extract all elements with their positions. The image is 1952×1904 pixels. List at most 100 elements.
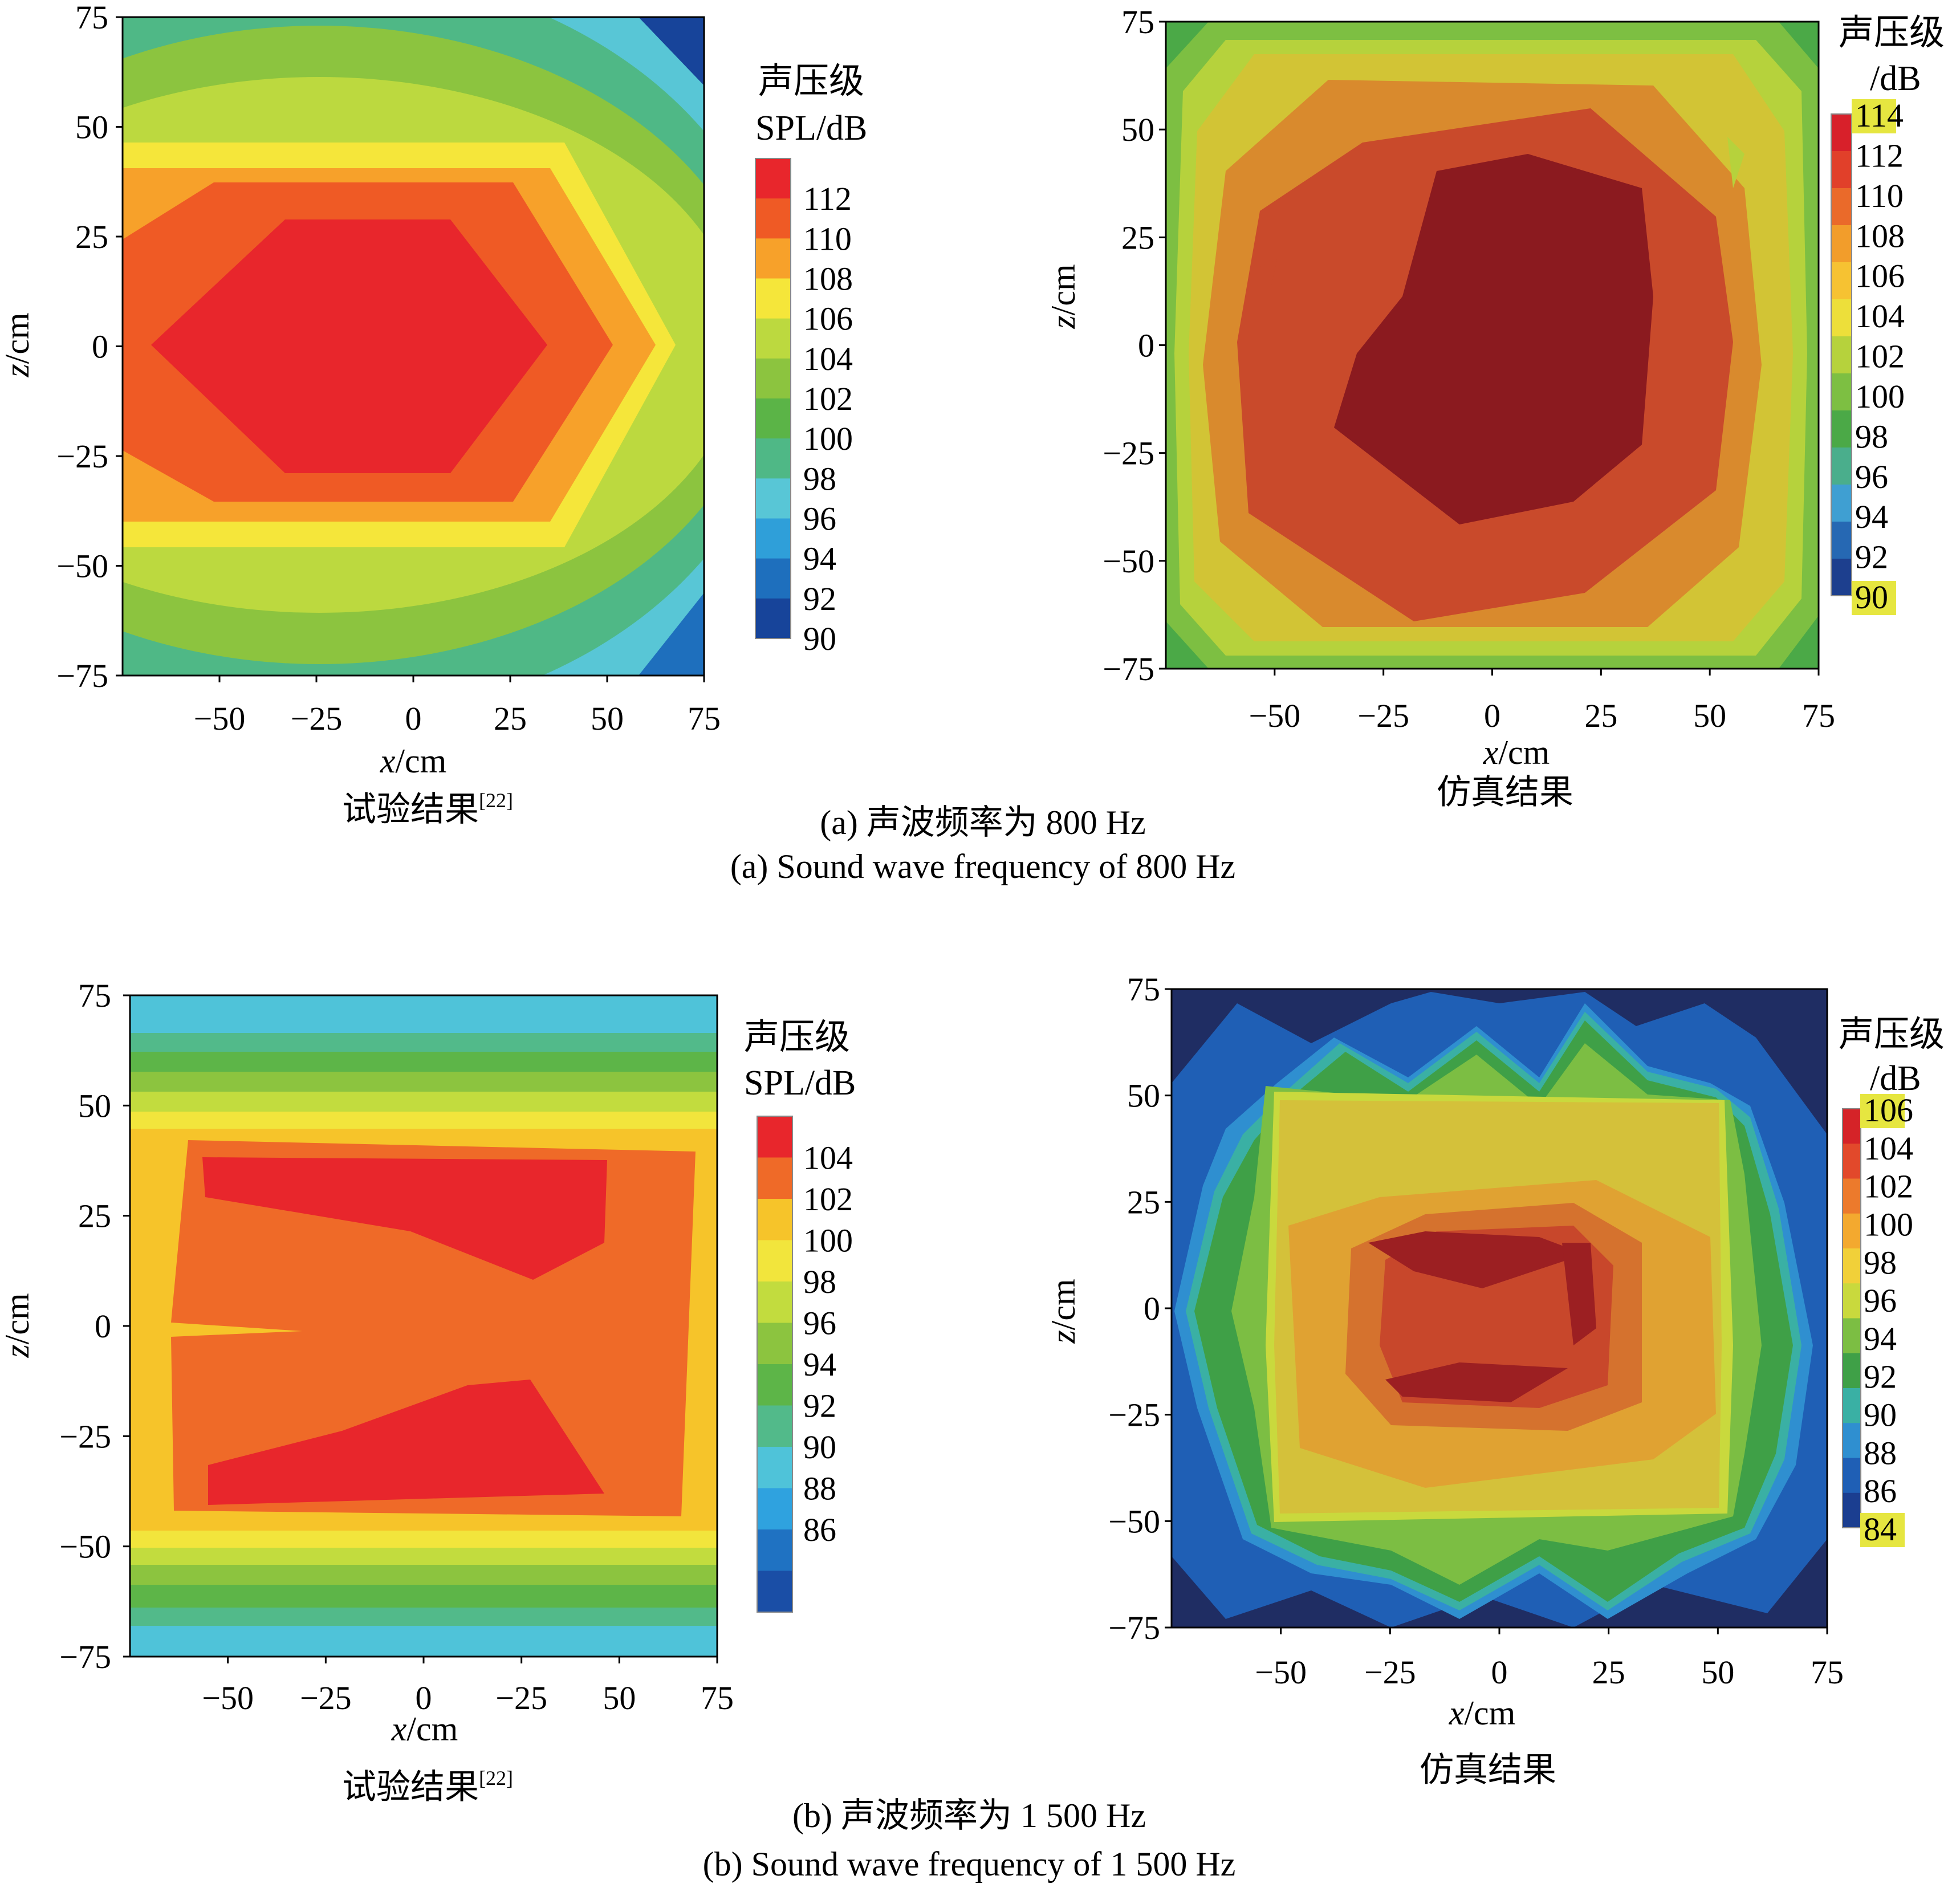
colorbar-swatch [757,1281,792,1323]
colorbar-swatch [1831,559,1852,596]
colorbar-swatch [755,238,791,279]
heatmap-b-left-field [130,995,717,1657]
panel-subtitle: 仿真结果 [1420,1751,1556,1789]
x-tick-label: −50 [194,700,246,737]
colorbar-frame [1831,113,1852,596]
colorbar-label: 94 [1864,1320,1897,1357]
colorbar-label: 100 [1864,1206,1913,1243]
colorbar-title-cn: 声压级 [1839,1015,1945,1054]
peak-upper [202,1157,607,1280]
colorbar-swatch [1831,373,1852,411]
colorbar-label: 108 [803,261,853,298]
colorbar-swatch [757,1405,792,1447]
caption-a-cn: (a) 声波频率为 800 Hz [820,804,1146,841]
colorbar-swatch [757,1447,792,1488]
colorbar-label: 94 [1855,498,1888,535]
colorbar-label: 110 [803,220,852,257]
x-tick-label: −50 [1255,1654,1307,1691]
x-tick-label: 50 [1701,1654,1734,1691]
colorbar-title-unit: SPL/dB [744,1064,856,1102]
x-tick-label: 75 [1802,697,1835,734]
colorbar-label: 94 [803,1346,836,1383]
colorbar-label: 98 [1864,1244,1897,1281]
colorbar-highlight [1860,1513,1905,1547]
colorbar-swatch [757,1323,792,1365]
colorbar-label: 104 [1864,1130,1913,1167]
colorbar-label: 90 [1855,579,1888,616]
colorbar-label: 100 [803,1222,853,1259]
heatmap-a-left-field [123,17,704,676]
colorbar-label: 98 [1855,418,1888,455]
colorbar-swatch [1843,1458,1861,1494]
colorbar-frame [755,158,791,639]
colorbar-label: 96 [803,1305,836,1342]
x-axis-label: x/cm [391,1710,458,1748]
y-tick-label: −75 [59,1638,111,1675]
colorbar-swatch [757,1364,792,1406]
colorbar-swatch [1831,485,1852,522]
colorbar-label: 98 [803,460,836,497]
colorbar-swatch [757,1240,792,1282]
y-tick-label: 50 [78,1087,111,1124]
colorbar-frame [757,1116,793,1613]
band-level-106-upper [1368,1231,1585,1288]
colorbar-swatch [1831,188,1852,226]
y-tick-label: −50 [1108,1503,1160,1540]
band-level-112 [151,219,547,473]
colorbar-swatch [757,1199,792,1240]
y-tick-label: 75 [1127,971,1160,1008]
y-tick-label: 25 [75,218,108,255]
x-tick-label: −50 [202,1679,254,1716]
colorbar-label: 94 [803,540,836,577]
colorbar-swatch [1831,447,1852,485]
colorbar-label: 86 [803,1511,836,1548]
colorbar-swatch [1843,1213,1861,1249]
x-tick-label: 50 [603,1679,636,1716]
colorbar-label: 88 [1864,1434,1897,1471]
y-tick-label: −25 [1103,435,1154,472]
x-tick-label: 0 [1484,697,1500,734]
colorbar-label: 92 [1864,1358,1897,1396]
colorbar-swatch [1843,1283,1861,1319]
colorbar-title-unit: /dB [1870,59,1921,98]
colorbar-label: 90 [803,620,836,657]
colorbar-title-cn: 声压级 [744,1018,850,1057]
colorbar-swatch [1831,299,1852,337]
colorbar-swatch [755,358,791,399]
peak-lower [208,1380,604,1505]
tick-labels: −50 −25 0 −25 50 75 75 50 25 0 −25 −50 −75 [59,977,734,1716]
y-tick-label: 50 [1121,111,1154,148]
y-tick-label: 0 [92,328,108,365]
colorbar-swatch [1843,1423,1861,1458]
colorbar-swatch [757,1529,792,1571]
colorbar-swatch [1843,1248,1861,1284]
x-tick-label: −50 [1249,697,1300,734]
y-tick-label: 0 [1138,327,1154,364]
x-axis-label: x/cm [1483,734,1550,771]
colorbar-label: 90 [1864,1397,1897,1434]
colorbar-label: 92 [803,580,836,617]
x-tick-label: 50 [1693,697,1726,734]
colorbar-label: 86 [1864,1472,1897,1510]
y-tick-label: −50 [1103,543,1154,580]
y-axis-label: z/cm [0,1293,36,1358]
band-level-106-lower [1385,1362,1568,1402]
colorbar-label: 90 [803,1429,836,1466]
colorbar-swatch [755,398,791,439]
colorbar-swatch [755,278,791,319]
colorbar-swatch [757,1571,792,1613]
caption-a-en: (a) Sound wave frequency of 800 Hz [730,848,1235,885]
x-tick-label: −25 [291,700,343,737]
corner-level-92 [639,593,704,676]
colorbar-label: 106 [1855,258,1905,295]
panel-subtitle: 试验结果[22] [342,1767,513,1806]
y-tick-label: 75 [75,0,108,36]
heatmap-b-right-field [1172,989,1827,1628]
y-tick-label: 25 [1121,219,1154,256]
colorbar-swatch [757,1116,792,1158]
heatmap-b-right: −50 −25 0 25 50 75 75 50 25 0 −25 −50 −75 1061041021… [1044,971,1945,1789]
colorbar-swatch [757,1488,792,1530]
colorbar-label: 102 [1855,338,1905,375]
